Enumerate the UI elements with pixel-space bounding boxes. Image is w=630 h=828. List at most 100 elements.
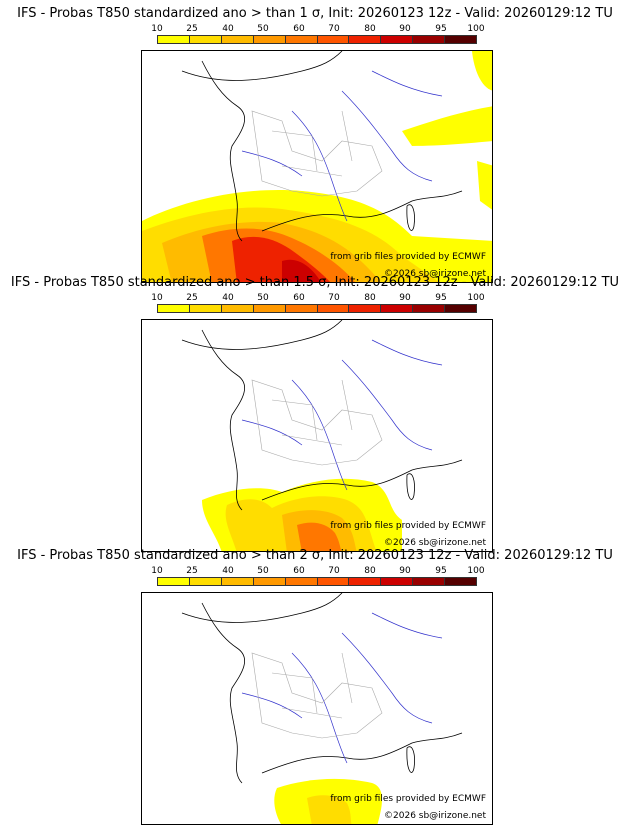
channel-coast: [181, 51, 343, 81]
scale-segment: [158, 305, 190, 312]
scale-segment: [221, 305, 254, 312]
scale-segment: [285, 36, 318, 43]
copyright-credit: ©2026 sb@irizone.net: [384, 269, 486, 279]
scale-label: 40: [222, 566, 234, 576]
scale-label: 100: [467, 24, 485, 34]
med-coast: [261, 459, 463, 501]
river: [241, 692, 303, 719]
scale-label: 90: [399, 293, 411, 303]
scale-label: 50: [257, 24, 269, 34]
scale-segment: [285, 305, 318, 312]
scale-label: 40: [222, 24, 234, 34]
river: [291, 652, 348, 764]
river: [291, 110, 348, 222]
scale-segment: [413, 305, 446, 312]
admin-boundary: [271, 652, 353, 719]
scale-label: 95: [435, 566, 447, 576]
map-canvas: [181, 593, 463, 824]
data-source-credit: from grib files provided by ECMWF: [330, 794, 486, 804]
scale-label: 10: [151, 566, 163, 576]
scale-label: 50: [257, 293, 269, 303]
scale-label: 70: [328, 293, 340, 303]
river: [291, 379, 348, 491]
scale-segment: [445, 36, 477, 43]
prob-area-60: [297, 522, 342, 551]
scale-segment: [381, 36, 414, 43]
scale-segment: [253, 36, 286, 43]
admin-boundary: [251, 652, 383, 739]
probability-color-scale: [157, 304, 477, 313]
prob-area-90: [282, 259, 321, 282]
scale-segment: [221, 578, 254, 585]
scale-segment: [189, 305, 222, 312]
scale-label: 60: [293, 566, 305, 576]
scale-label: 10: [151, 293, 163, 303]
probability-color-scale: [157, 35, 477, 44]
scale-segment: [189, 36, 222, 43]
admin-boundary: [271, 379, 353, 446]
river: [341, 90, 433, 182]
med-coast: [261, 190, 463, 232]
scale-label: 80: [364, 566, 376, 576]
scale-segment: [413, 36, 446, 43]
probability-scale-labels: 10 25 40 50 60 70 80 90 95 100: [151, 24, 484, 34]
scale-segment: [381, 305, 414, 312]
scale-label: 90: [399, 24, 411, 34]
data-source-credit: from grib files provided by ECMWF: [330, 252, 486, 262]
channel-coast: [181, 593, 343, 623]
corsica: [406, 473, 415, 500]
scale-segment: [413, 578, 446, 585]
panel-title: IFS - Probas T850 standardized ano > tha…: [17, 6, 613, 21]
forecast-panel-1sigma: IFS - Probas T850 standardized ano > tha…: [0, 6, 630, 283]
copyright-credit: ©2026 sb@irizone.net: [384, 538, 486, 548]
admin-boundary: [271, 110, 353, 177]
admin-boundary: [251, 379, 383, 466]
scale-label: 40: [222, 293, 234, 303]
scale-label: 60: [293, 293, 305, 303]
probability-map: from grib files provided by ECMWF ©2026 …: [141, 50, 493, 283]
data-source-credit: from grib files provided by ECMWF: [330, 521, 486, 531]
prob-area-ne: [402, 106, 492, 146]
scale-label: 80: [364, 293, 376, 303]
probability-map: from grib files provided by ECMWF ©2026 …: [141, 592, 493, 825]
scale-segment: [349, 36, 382, 43]
scale-segment: [158, 36, 190, 43]
scale-label: 95: [435, 293, 447, 303]
river: [371, 70, 443, 97]
scale-segment: [221, 36, 254, 43]
scale-label: 60: [293, 24, 305, 34]
scale-label: 70: [328, 566, 340, 576]
scale-segment: [285, 578, 318, 585]
probability-scale-labels: 10 25 40 50 60 70 80 90 95 100: [151, 293, 484, 303]
corsica: [406, 204, 415, 231]
admin-boundary: [251, 110, 383, 197]
scale-label: 95: [435, 24, 447, 34]
scale-label: 25: [186, 24, 198, 34]
map-canvas: [142, 51, 492, 282]
river: [241, 150, 303, 177]
prob-area-ne-corner: [472, 51, 492, 91]
forecast-panel-1-5sigma: IFS - Probas T850 standardized ano > tha…: [0, 275, 630, 552]
scale-segment: [317, 305, 350, 312]
prob-area-25: [307, 795, 352, 824]
scale-label: 50: [257, 566, 269, 576]
atlantic-coast: [201, 329, 246, 511]
scale-label: 25: [186, 566, 198, 576]
forecast-panel-2sigma: IFS - Probas T850 standardized ano > tha…: [0, 548, 630, 825]
probability-scale-labels: 10 25 40 50 60 70 80 90 95 100: [151, 566, 484, 576]
scale-segment: [158, 578, 190, 585]
scale-label: 90: [399, 566, 411, 576]
atlantic-coast: [201, 602, 246, 784]
probability-map: from grib files provided by ECMWF ©2026 …: [141, 319, 493, 552]
copyright-credit: ©2026 sb@irizone.net: [384, 811, 486, 821]
river: [241, 419, 303, 446]
scale-segment: [189, 578, 222, 585]
probability-color-scale: [157, 577, 477, 586]
river: [371, 612, 443, 639]
channel-coast: [181, 320, 343, 350]
scale-segment: [349, 578, 382, 585]
scale-segment: [253, 305, 286, 312]
scale-label: 100: [467, 293, 485, 303]
atlantic-coast: [201, 60, 246, 242]
med-coast: [261, 732, 463, 774]
